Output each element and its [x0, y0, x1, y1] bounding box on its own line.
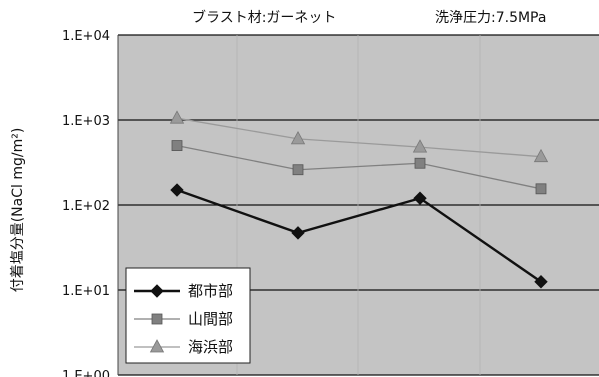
series-line	[176, 144, 542, 190]
legend-label: 海浜部	[188, 338, 233, 356]
series-group	[169, 110, 549, 289]
y-axis-ticks: 1.E+00 1.E+01 1.E+02 1.E+03 1.E+04	[62, 29, 110, 377]
series-line	[176, 117, 542, 158]
legend-label: 都市部	[188, 282, 233, 300]
series-0	[170, 183, 548, 289]
chart-title-material: ブラスト材:ガーネット	[192, 9, 336, 26]
data-point	[413, 191, 427, 205]
data-point	[533, 148, 549, 163]
legend-marker	[151, 313, 163, 325]
data-point	[169, 110, 185, 124]
data-point	[534, 275, 548, 289]
legend-label: 山間部	[188, 310, 233, 328]
y-tick-label: 1.E+02	[62, 199, 110, 214]
data-point	[535, 183, 547, 195]
series-line	[176, 188, 542, 283]
data-point	[414, 157, 426, 169]
data-point	[171, 140, 183, 151]
y-tick-label: 1.E+04	[62, 29, 110, 44]
data-point	[412, 139, 428, 153]
legend-marker	[150, 284, 164, 298]
series-1	[171, 140, 547, 195]
legend-marker	[149, 339, 165, 353]
data-point	[290, 131, 306, 145]
series-2	[169, 110, 549, 163]
data-point	[291, 226, 305, 240]
data-point	[292, 164, 304, 176]
y-tick-label: 1.E+01	[62, 284, 110, 299]
y-axis-label: 付着塩分量(NaCl mg/m²)	[10, 128, 26, 293]
data-point	[170, 183, 184, 197]
chart-title-pressure: 洗浄圧力:7.5MPa	[435, 10, 546, 26]
y-tick-label: 1.E+03	[62, 114, 110, 129]
y-tick-label: 1.E+00	[62, 369, 110, 377]
